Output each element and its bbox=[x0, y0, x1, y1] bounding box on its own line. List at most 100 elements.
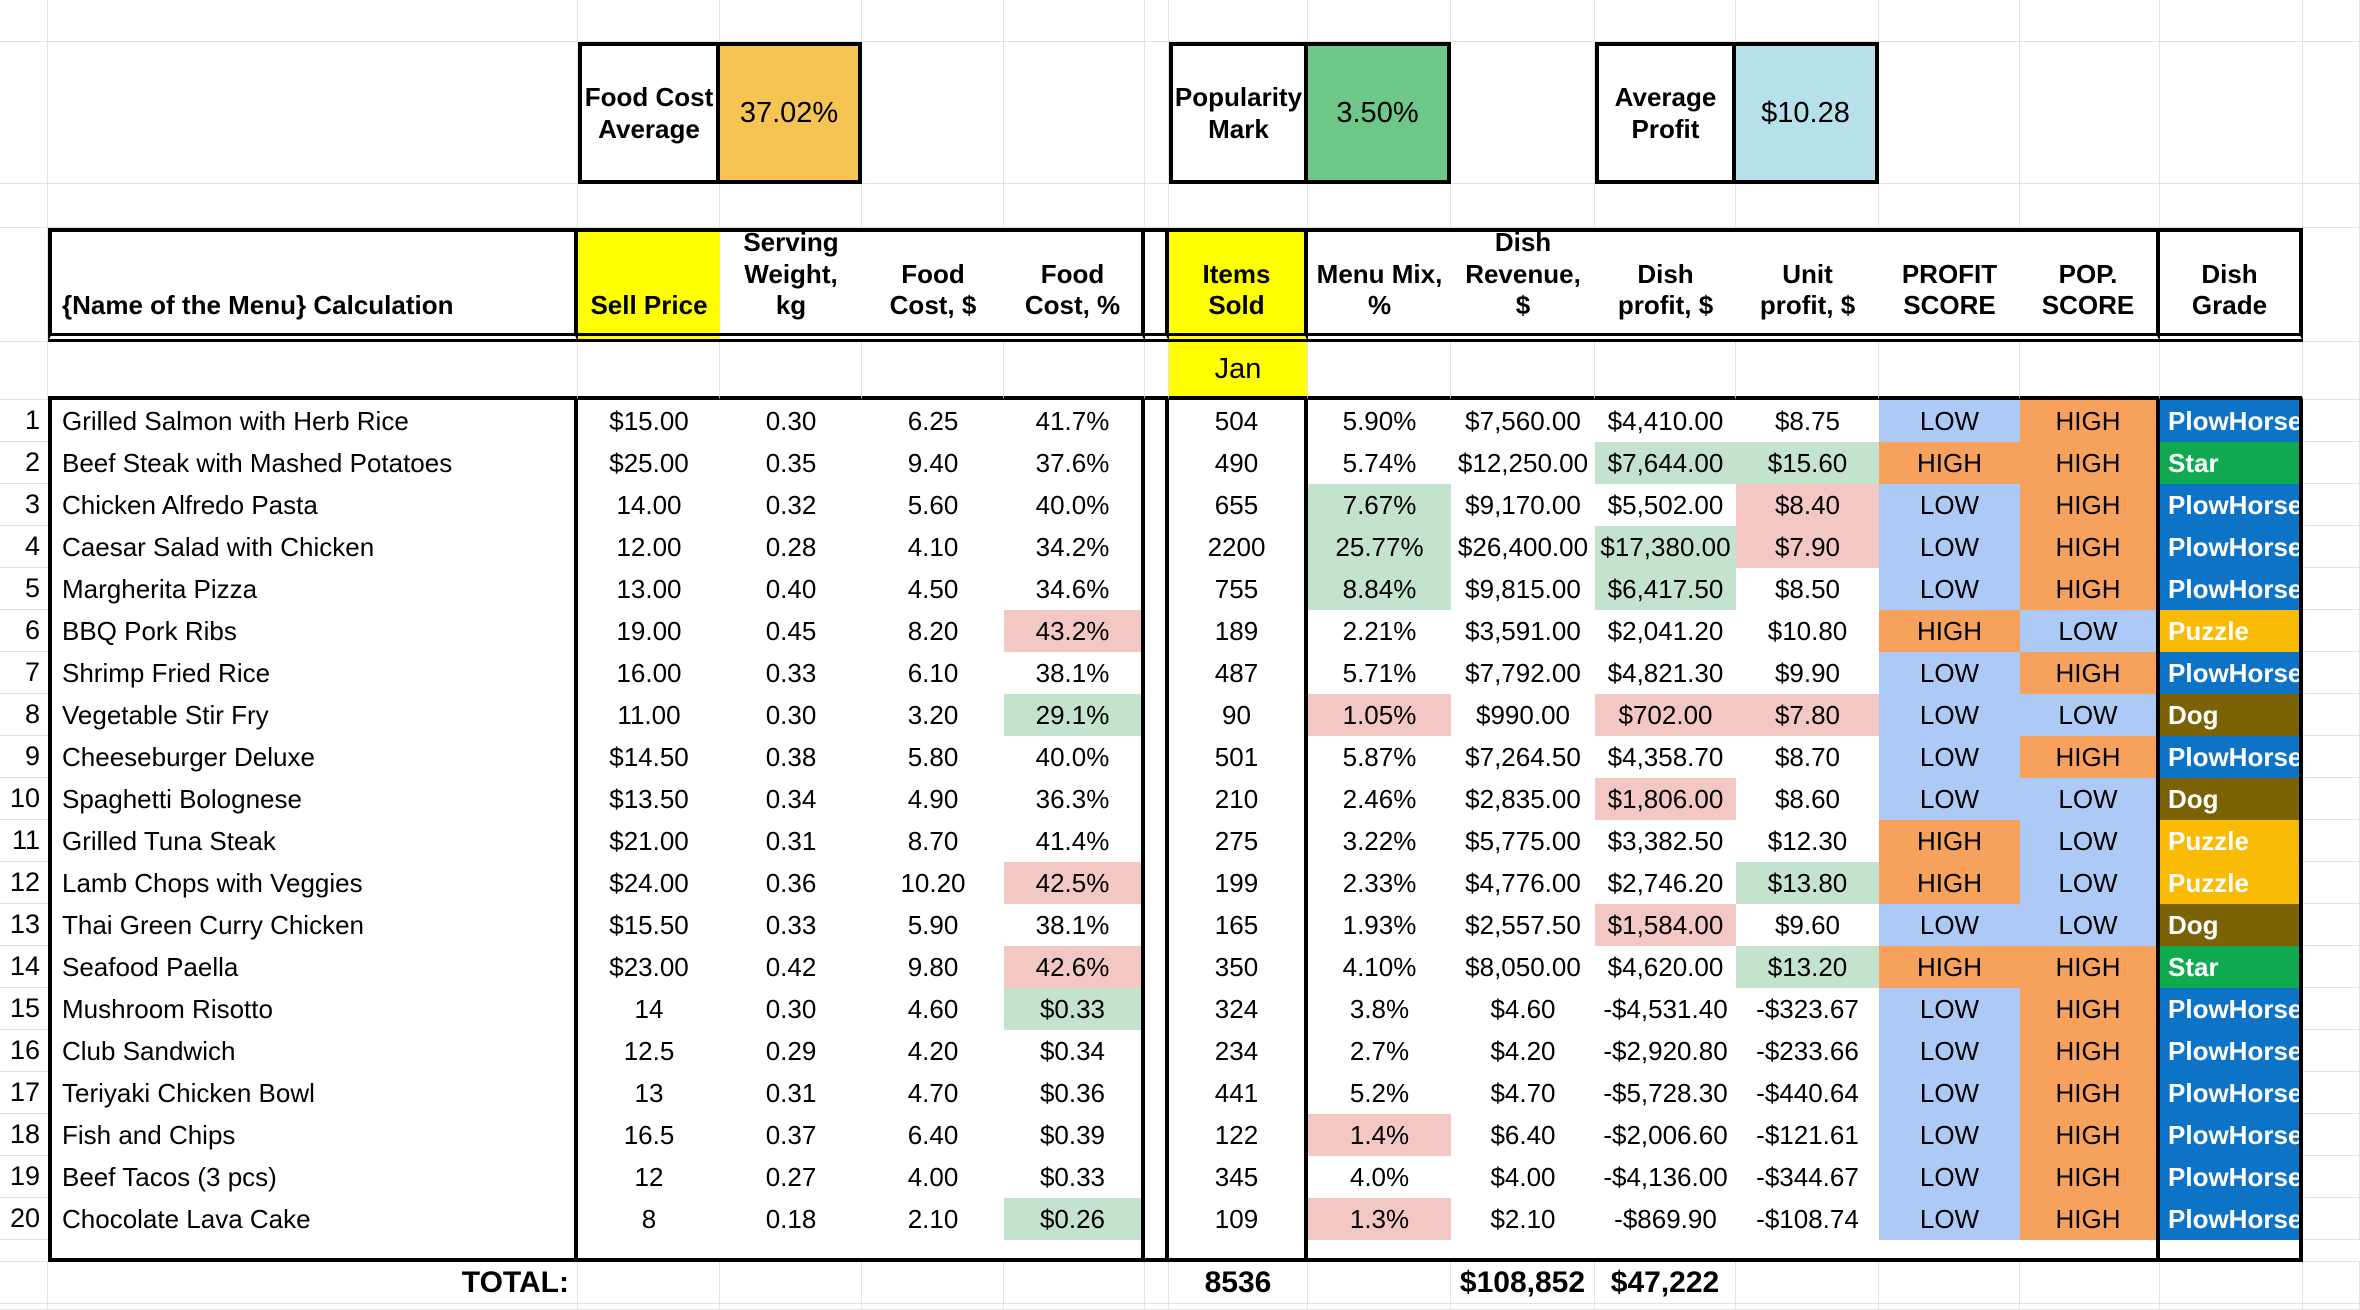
cell-items-sold[interactable]: 345 bbox=[1169, 1156, 1308, 1198]
sheet-cell[interactable] bbox=[1736, 1240, 1879, 1262]
sheet-cell[interactable] bbox=[1004, 342, 1145, 400]
sheet-cell[interactable] bbox=[2160, 1240, 2303, 1262]
cell-dish-profit[interactable]: $17,380.00 bbox=[1595, 526, 1736, 568]
cell-menu-mix[interactable]: 2.33% bbox=[1308, 862, 1451, 904]
sheet-cell[interactable] bbox=[2303, 1156, 2360, 1198]
cell-food-cost-dollar[interactable]: 6.10 bbox=[862, 652, 1004, 694]
cell-dish-profit[interactable]: $1,584.00 bbox=[1595, 904, 1736, 946]
cell-dish-revenue[interactable]: $7,792.00 bbox=[1451, 652, 1595, 694]
average-profit-value[interactable]: $10.28 bbox=[1736, 42, 1879, 184]
row-number[interactable]: 14 bbox=[0, 946, 48, 988]
cell-unit-profit[interactable]: $7.90 bbox=[1736, 526, 1879, 568]
sheet-cell[interactable] bbox=[1169, 0, 1308, 42]
cell-pop-score[interactable]: LOW bbox=[2020, 610, 2160, 652]
cell-menu-mix[interactable]: 8.84% bbox=[1308, 568, 1451, 610]
cell-dish-grade[interactable]: PlowHorse bbox=[2160, 1156, 2303, 1198]
cell-items-sold[interactable]: 490 bbox=[1169, 442, 1308, 484]
cell-dish-grade[interactable]: PlowHorse bbox=[2160, 400, 2303, 442]
cell-menu-name[interactable]: Club Sandwich bbox=[48, 1030, 578, 1072]
cell-items-sold[interactable]: 199 bbox=[1169, 862, 1308, 904]
cell-food-cost-percent[interactable]: $0.33 bbox=[1004, 988, 1145, 1030]
sheet-cell[interactable] bbox=[1004, 1304, 1145, 1310]
sheet-cell[interactable] bbox=[2303, 228, 2360, 342]
spacer-cell[interactable] bbox=[1145, 862, 1169, 904]
cell-items-sold[interactable]: 189 bbox=[1169, 610, 1308, 652]
cell-unit-profit[interactable]: -$323.67 bbox=[1736, 988, 1879, 1030]
cell-items-sold[interactable]: 210 bbox=[1169, 778, 1308, 820]
cell-food-cost-percent[interactable]: 37.6% bbox=[1004, 442, 1145, 484]
cell-items-sold[interactable]: 122 bbox=[1169, 1114, 1308, 1156]
cell-menu-mix[interactable]: 1.93% bbox=[1308, 904, 1451, 946]
header-sell-price[interactable]: Sell Price bbox=[578, 228, 720, 342]
cell-dish-revenue[interactable]: $9,815.00 bbox=[1451, 568, 1595, 610]
cell-dish-revenue[interactable]: $4,776.00 bbox=[1451, 862, 1595, 904]
cell-dish-revenue[interactable]: $12,250.00 bbox=[1451, 442, 1595, 484]
sheet-cell[interactable] bbox=[0, 228, 48, 342]
sheet-cell[interactable] bbox=[2303, 988, 2360, 1030]
cell-unit-profit[interactable]: $8.60 bbox=[1736, 778, 1879, 820]
cell-pop-score[interactable]: HIGH bbox=[2020, 1114, 2160, 1156]
sheet-cell[interactable] bbox=[1736, 184, 1879, 228]
sheet-cell[interactable] bbox=[2303, 1240, 2360, 1262]
cell-serving-weight[interactable]: 0.28 bbox=[720, 526, 862, 568]
cell-pop-score[interactable]: HIGH bbox=[2020, 1072, 2160, 1114]
sheet-cell[interactable] bbox=[2020, 0, 2160, 42]
spacer-cell[interactable] bbox=[1145, 820, 1169, 862]
cell-unit-profit[interactable]: -$121.61 bbox=[1736, 1114, 1879, 1156]
cell-dish-grade[interactable]: Puzzle bbox=[2160, 820, 2303, 862]
sheet-cell[interactable] bbox=[2160, 42, 2303, 184]
food-cost-average-label[interactable]: Food Cost Average bbox=[578, 42, 720, 184]
cell-pop-score[interactable]: HIGH bbox=[2020, 568, 2160, 610]
total-dish-revenue[interactable]: $108,852 bbox=[1451, 1262, 1595, 1304]
spacer-cell[interactable] bbox=[1145, 1030, 1169, 1072]
sheet-cell[interactable] bbox=[2303, 342, 2360, 400]
cell-dish-profit[interactable]: $6,417.50 bbox=[1595, 568, 1736, 610]
cell-pop-score[interactable]: HIGH bbox=[2020, 988, 2160, 1030]
cell-food-cost-dollar[interactable]: 4.20 bbox=[862, 1030, 1004, 1072]
sheet-cell[interactable] bbox=[578, 0, 720, 42]
cell-food-cost-dollar[interactable]: 5.60 bbox=[862, 484, 1004, 526]
cell-dish-grade[interactable]: Puzzle bbox=[2160, 610, 2303, 652]
header-dish-revenue[interactable]: Dish Revenue, $ bbox=[1451, 228, 1595, 342]
sheet-cell[interactable] bbox=[1145, 1262, 1169, 1304]
cell-dish-revenue[interactable]: $4.70 bbox=[1451, 1072, 1595, 1114]
cell-food-cost-percent[interactable]: 36.3% bbox=[1004, 778, 1145, 820]
sheet-cell[interactable] bbox=[1736, 1262, 1879, 1304]
cell-dish-grade[interactable]: PlowHorse bbox=[2160, 988, 2303, 1030]
sheet-cell[interactable] bbox=[1879, 0, 2020, 42]
row-number[interactable]: 8 bbox=[0, 694, 48, 736]
sheet-cell[interactable] bbox=[578, 184, 720, 228]
sheet-cell[interactable] bbox=[2020, 342, 2160, 400]
cell-sell-price[interactable]: $25.00 bbox=[578, 442, 720, 484]
cell-serving-weight[interactable]: 0.31 bbox=[720, 820, 862, 862]
cell-profit-score[interactable]: LOW bbox=[1879, 1030, 2020, 1072]
cell-dish-grade[interactable]: Dog bbox=[2160, 694, 2303, 736]
cell-profit-score[interactable]: LOW bbox=[1879, 1072, 2020, 1114]
sheet-cell[interactable] bbox=[1736, 0, 1879, 42]
sheet-cell[interactable] bbox=[0, 1262, 48, 1304]
sheet-cell[interactable] bbox=[1451, 1240, 1595, 1262]
sheet-cell[interactable] bbox=[862, 1304, 1004, 1310]
row-number[interactable]: 2 bbox=[0, 442, 48, 484]
cell-pop-score[interactable]: HIGH bbox=[2020, 1198, 2160, 1240]
cell-pop-score[interactable]: HIGH bbox=[2020, 1030, 2160, 1072]
header-food-cost-percent[interactable]: Food Cost, % bbox=[1004, 228, 1145, 342]
cell-profit-score[interactable]: LOW bbox=[1879, 526, 2020, 568]
cell-food-cost-dollar[interactable]: 4.00 bbox=[862, 1156, 1004, 1198]
cell-menu-name[interactable]: Chicken Alfredo Pasta bbox=[48, 484, 578, 526]
cell-food-cost-dollar[interactable]: 9.80 bbox=[862, 946, 1004, 988]
cell-dish-grade[interactable]: Star bbox=[2160, 442, 2303, 484]
cell-items-sold[interactable]: 2200 bbox=[1169, 526, 1308, 568]
cell-food-cost-percent[interactable]: 29.1% bbox=[1004, 694, 1145, 736]
sheet-cell[interactable] bbox=[2303, 1198, 2360, 1240]
sheet-cell[interactable] bbox=[1879, 1304, 2020, 1310]
cell-items-sold[interactable]: 501 bbox=[1169, 736, 1308, 778]
sheet-cell[interactable] bbox=[2303, 778, 2360, 820]
sheet-cell[interactable] bbox=[1169, 1304, 1308, 1310]
cell-menu-name[interactable]: Seafood Paella bbox=[48, 946, 578, 988]
cell-food-cost-dollar[interactable]: 10.20 bbox=[862, 862, 1004, 904]
sheet-cell[interactable] bbox=[1595, 0, 1736, 42]
cell-unit-profit[interactable]: -$233.66 bbox=[1736, 1030, 1879, 1072]
cell-sell-price[interactable]: 11.00 bbox=[578, 694, 720, 736]
sheet-cell[interactable] bbox=[2020, 1240, 2160, 1262]
